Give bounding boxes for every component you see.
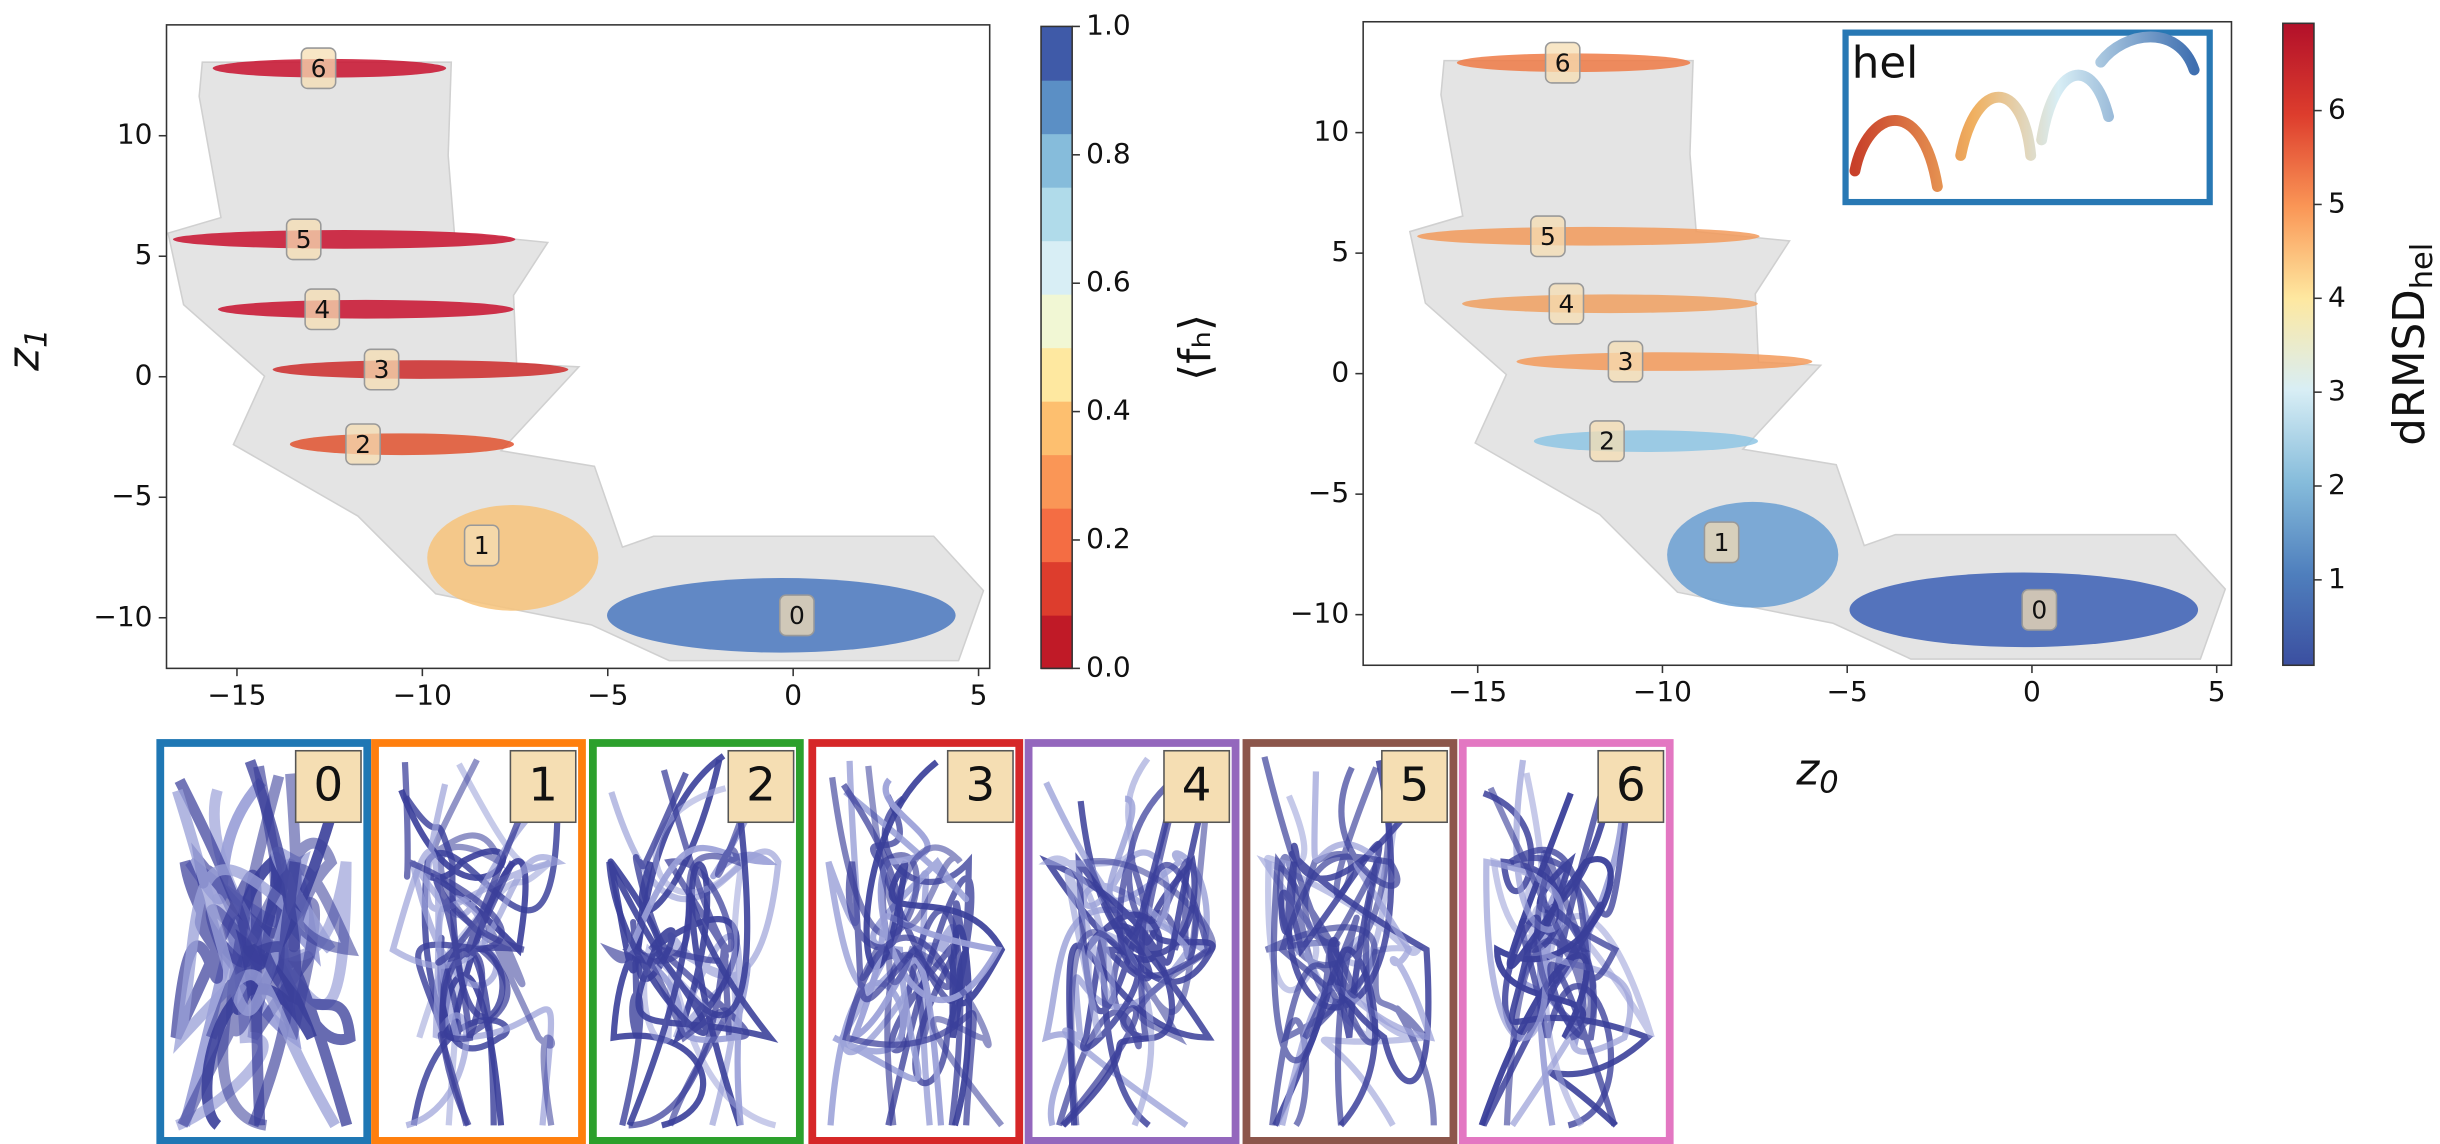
cluster-points [1534,430,1758,452]
y-tick-label: 10 [1314,115,1350,148]
cluster-points [218,300,514,319]
structure-thumbnail: 4 [1029,743,1236,1141]
y-tick-label: 5 [135,238,153,271]
x-axis-label-sub: 0 [1819,765,1838,800]
colorbar-tick-label: 0.6 [1086,265,1131,298]
colorbar-band [1041,240,1072,294]
x-axis-label-main: z [1795,746,1820,796]
x-tick-label: −5 [1827,675,1868,708]
colorbar-tick-label: 0.2 [1086,522,1131,555]
colorbar-tick-label: 2 [2328,468,2346,501]
colorbar-tick-label: 1 [2328,562,2346,595]
colorbar-label-main: dRMSD [2385,289,2435,446]
cluster-label: 6 [311,54,327,83]
colorbar-tick-label: 4 [2328,280,2346,313]
y-tick-label: 0 [1331,356,1349,389]
page: 0123456−15−10−505−10−505100.00.20.40.60.… [0,0,2440,1144]
structure-thumbnail: 5 [1246,743,1453,1141]
colorbar-tick-label: 3 [2328,374,2346,407]
cluster-label: 4 [314,295,330,324]
x-tick-label: 0 [2023,675,2041,708]
y-tick-label: −5 [111,479,152,512]
thumbnail-label: 3 [966,759,996,813]
colorbar-tick-label: 5 [2328,186,2346,219]
structure-thumbnail: 0 [160,743,367,1141]
colorbar-band [1041,615,1072,669]
cluster-label: 0 [2031,595,2047,624]
structure-thumbnail: 3 [812,743,1019,1141]
colorbar-tick-label: 0.0 [1086,650,1131,683]
cluster-label: 6 [1555,48,1571,77]
colorbar-band [1041,454,1072,508]
colorbar-band [1041,187,1072,241]
cluster-label: 5 [1540,222,1556,251]
y-tick-label: −5 [1308,476,1349,509]
figure: 0123456−15−10−505−10−505100.00.20.40.60.… [0,0,2440,1144]
colorbar-tick-label: 0.8 [1086,137,1131,170]
inset-label: hel [1852,38,1919,88]
colorbar-band [1041,561,1072,615]
structure-thumbnail: 1 [375,743,582,1141]
x-tick-label: 0 [784,678,802,711]
colorbar-band [1041,508,1072,562]
x-axis-label: z0 [1795,746,1838,800]
cluster-label: 4 [1558,289,1574,318]
structure-thumbnail: 6 [1463,743,1670,1141]
colorbar-label-main: ⟨fₕ⟩ [1171,314,1221,381]
x-tick-label: 5 [2208,675,2226,708]
colorbar-band [2283,23,2314,665]
thumbnail-label: 6 [1616,759,1646,813]
cluster-label: 5 [296,225,312,254]
colorbar-band [1041,401,1072,455]
colorbar-label: ⟨fₕ⟩ [1171,314,1221,381]
y-tick-label: 10 [117,118,153,151]
cluster-label: 2 [355,430,371,459]
cluster-label: 3 [1618,347,1634,376]
thumbnail-label: 5 [1400,759,1430,813]
thumbnail-label: 2 [746,759,776,813]
colorbar-label-sub: hel [2404,243,2439,290]
x-tick-label: −10 [393,678,452,711]
cluster-label: 1 [1714,528,1730,557]
y-axis-label: z1 [0,329,54,372]
cluster-points [1667,502,1838,608]
thumbnail-label: 1 [528,759,558,813]
colorbar-band [1041,347,1072,401]
cluster-points [273,360,569,379]
colorbar-tick-label: 6 [2328,93,2346,126]
cluster-label: 1 [474,531,490,560]
cluster-points [1517,352,1813,371]
colorbar-band [1041,26,1072,80]
thumbnail-label: 0 [313,759,343,813]
x-tick-label: −15 [1448,675,1507,708]
cluster-points [1417,227,1759,246]
colorbar-band [1041,294,1072,348]
cluster-points [290,433,514,455]
colorbar-band [1041,133,1072,187]
cluster-points [173,230,515,249]
x-tick-label: 5 [970,678,988,711]
x-tick-label: −15 [207,678,266,711]
colorbar-label: dRMSDhel [2385,243,2439,446]
thumbnail-label: 4 [1182,759,1212,813]
y-tick-label: 0 [135,359,153,392]
colorbar-tick-label: 0.4 [1086,394,1131,427]
y-tick-label: −10 [93,600,152,633]
cluster-label: 2 [1599,427,1615,456]
y-tick-label: −10 [1290,597,1349,630]
colorbar-band [1041,80,1072,134]
cluster-points [427,505,598,611]
cluster-label: 3 [374,355,390,384]
structure-thumbnail: 2 [593,743,800,1141]
x-tick-label: −5 [587,678,628,711]
x-tick-label: −10 [1633,675,1692,708]
colorbar-tick-label: 1.0 [1086,8,1131,41]
y-axis-label-main: z [0,347,49,372]
cluster-label: 0 [789,601,805,630]
y-axis-label-sub: 1 [19,329,54,348]
y-tick-label: 5 [1331,235,1349,268]
cluster-points [1462,294,1758,313]
